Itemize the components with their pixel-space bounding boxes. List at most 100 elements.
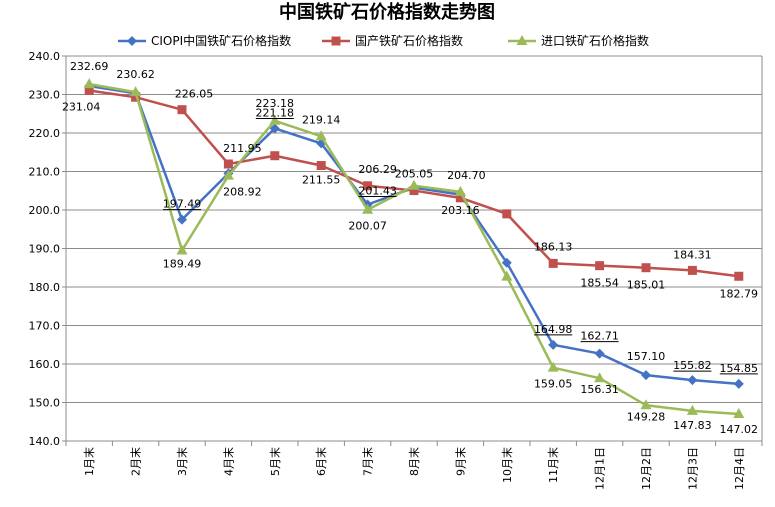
data-label: 211.95 [223,142,262,155]
y-tick-label: 140.0 [29,435,61,448]
x-tick-label: 12月2日 [640,447,653,490]
data-labels: 232.69 231.04 230.62 226.05 197.49 189.49 211.… [62,60,758,436]
data-point-marker [127,36,137,46]
data-point-marker [222,169,234,180]
data-point-marker [269,114,281,125]
series-0 [84,81,744,389]
x-tick-label: 6月末 [314,447,328,476]
data-point-marker [270,151,280,161]
data-point-marker [331,36,341,46]
legend-item-2: 进口铁矿石价格指数 [508,33,649,48]
data-label: 200.07 [348,220,387,233]
data-label: 223.18 [256,97,295,110]
data-point-marker [408,179,420,190]
gridlines [66,55,763,442]
data-point-marker [594,348,605,359]
y-tick-label: 170.0 [29,320,61,333]
data-point-marker [516,35,528,45]
data-point-marker [502,209,512,219]
x-tick-label: 12月3日 [686,447,699,490]
data-point-marker [687,375,698,386]
data-label: 230.62 [116,68,155,81]
x-tick-label: 4月末 [221,447,235,476]
data-point-marker [177,214,187,225]
data-label: 219.14 [302,113,341,126]
series-2 [83,78,745,418]
data-point-marker [455,193,465,203]
data-point-marker [547,361,559,372]
data-point-marker [686,404,698,415]
x-tick-label: 5月末 [268,447,282,476]
data-label: 185.54 [580,277,619,290]
legend-label: 国产铁矿石价格指数 [355,33,463,48]
data-label: 184.31 [673,248,712,261]
data-label: 204.70 [447,169,486,182]
x-tick-label: 11月末 [546,447,560,483]
data-label: 164.98 [534,323,573,336]
data-point-marker [223,159,233,169]
data-point-marker [362,203,374,214]
x-tick-label: 9月末 [453,447,467,476]
data-point-marker [363,181,373,191]
data-label: 186.13 [534,240,573,253]
data-label: 155.82 [673,359,712,372]
data-label: 232.69 [70,60,109,73]
data-point-marker [315,130,327,141]
y-tick-label: 230.0 [29,89,61,102]
legend-item-0: CIOPI中国铁矿石价格指数 [118,33,291,48]
data-point-marker [83,78,95,89]
data-label: 226.05 [175,88,214,101]
data-point-marker [733,407,745,418]
x-tick-label: 2月末 [129,447,143,476]
data-label: 205.05 [395,168,434,181]
data-point-marker [84,85,94,95]
y-tick-label: 180.0 [29,281,61,294]
x-tick-label: 1月末 [82,447,96,476]
y-tick-label: 210.0 [29,166,61,179]
x-tick-label: 12月1日 [594,447,607,490]
legend-label: 进口铁矿石价格指数 [541,33,649,48]
data-label: 231.04 [62,100,101,113]
data-point-marker [409,186,419,196]
data-label: 211.55 [302,174,341,187]
data-point-marker [130,86,142,97]
data-point-marker [641,370,651,381]
data-label: 201.43 [358,184,397,197]
legend-item-1: 国产铁矿石价格指数 [322,33,463,48]
x-axis: 1月末 2月末 3月末 4月末 5月末 6月末 7月末 8月末 9月末 10月末 11月末 12月1日… [65,440,763,490]
data-label: 189.49 [163,257,202,270]
data-point-marker [316,161,326,171]
series-lines [83,78,745,418]
data-point-marker [640,399,652,410]
data-point-marker [177,105,187,115]
x-tick-label: 12月4日 [733,447,746,490]
y-tick-label: 190.0 [29,243,61,256]
data-label: 147.02 [720,423,759,436]
data-label: 185.01 [627,279,666,292]
data-point-marker [176,244,188,255]
data-label: 156.31 [580,383,619,396]
y-tick-label: 160.0 [29,358,61,371]
legend-label: CIOPI中国铁矿石价格指数 [151,33,291,48]
legend: CIOPI中国铁矿石价格指数 国产铁矿石价格指数 进口铁矿石价格指数 [118,33,649,48]
y-tick-label: 200.0 [29,204,61,217]
data-label: 221.18 [256,106,295,119]
data-point-marker [734,271,744,281]
data-point-marker [641,263,651,273]
x-tick-label: 3月末 [175,447,189,476]
data-point-marker [594,372,606,383]
data-label: 157.10 [627,350,666,363]
data-label: 203.16 [441,204,480,217]
series-line [89,84,739,386]
data-point-marker [595,261,605,271]
data-label: 154.85 [720,362,759,375]
data-label: 182.79 [720,287,759,300]
data-point-marker [501,270,513,281]
y-tick-label: 150.0 [29,397,61,410]
data-point-marker [454,185,466,196]
data-point-marker [548,258,558,268]
y-tick-label: 220.0 [29,127,61,140]
y-tick-label: 240.0 [29,50,61,63]
